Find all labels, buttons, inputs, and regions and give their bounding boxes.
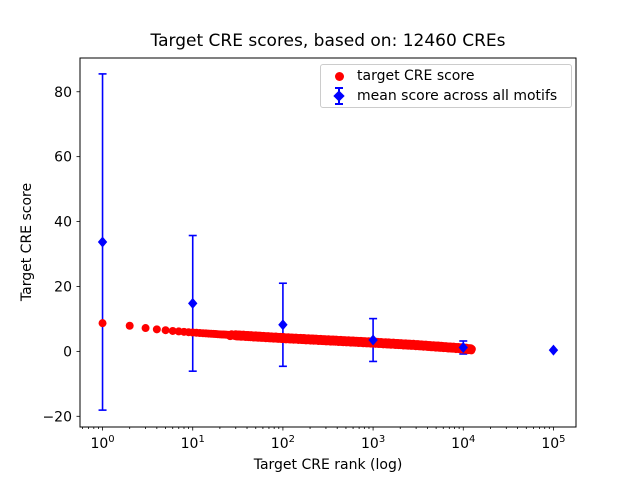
y-tick-label: −20	[42, 409, 72, 425]
legend: target CRE score mean score across all m…	[320, 64, 572, 108]
x-tick-label: 105	[541, 434, 565, 452]
y-tick-label: 80	[54, 85, 72, 101]
red-circle-marker-icon	[321, 66, 357, 86]
legend-item-mean-score: mean score across all motifs	[321, 86, 571, 106]
x-tick-label: 101	[181, 434, 205, 452]
y-tick-label: 0	[63, 344, 72, 360]
y-tick-label: 60	[54, 150, 72, 166]
plot-frame	[79, 57, 577, 428]
mean-series-markers	[97, 236, 559, 356]
blue-diamond-errorbar-icon	[321, 86, 357, 106]
legend-label-mean-score: mean score across all motifs	[357, 88, 558, 104]
red-dot-icon	[334, 71, 344, 81]
target-score-series	[98, 319, 476, 355]
y-axis: −20 0 20 40 60 80	[42, 85, 80, 425]
x-tick-label: 100	[90, 434, 114, 452]
x-axis-label: Target CRE rank (log)	[253, 457, 403, 473]
y-tick-label: 20	[54, 279, 72, 295]
errorbar-cap-bottom-icon	[335, 103, 343, 105]
x-tick-label: 103	[361, 434, 385, 452]
x-tick-label: 104	[451, 434, 475, 452]
legend-item-target-cre-score: target CRE score	[321, 66, 571, 86]
legend-label-target-cre-score: target CRE score	[357, 68, 475, 84]
x-tick-label: 102	[271, 434, 295, 452]
mean-series-errorbars	[98, 73, 468, 411]
y-axis-label: Target CRE score	[19, 182, 35, 302]
chart-title: Target CRE scores, based on: 12460 CREs	[150, 31, 506, 51]
y-tick-label: 40	[54, 215, 72, 231]
errorbar-cap-top-icon	[335, 87, 343, 89]
blue-diamond-icon	[333, 90, 345, 102]
x-axis: 100 101 102 103 104 105	[82, 427, 566, 452]
